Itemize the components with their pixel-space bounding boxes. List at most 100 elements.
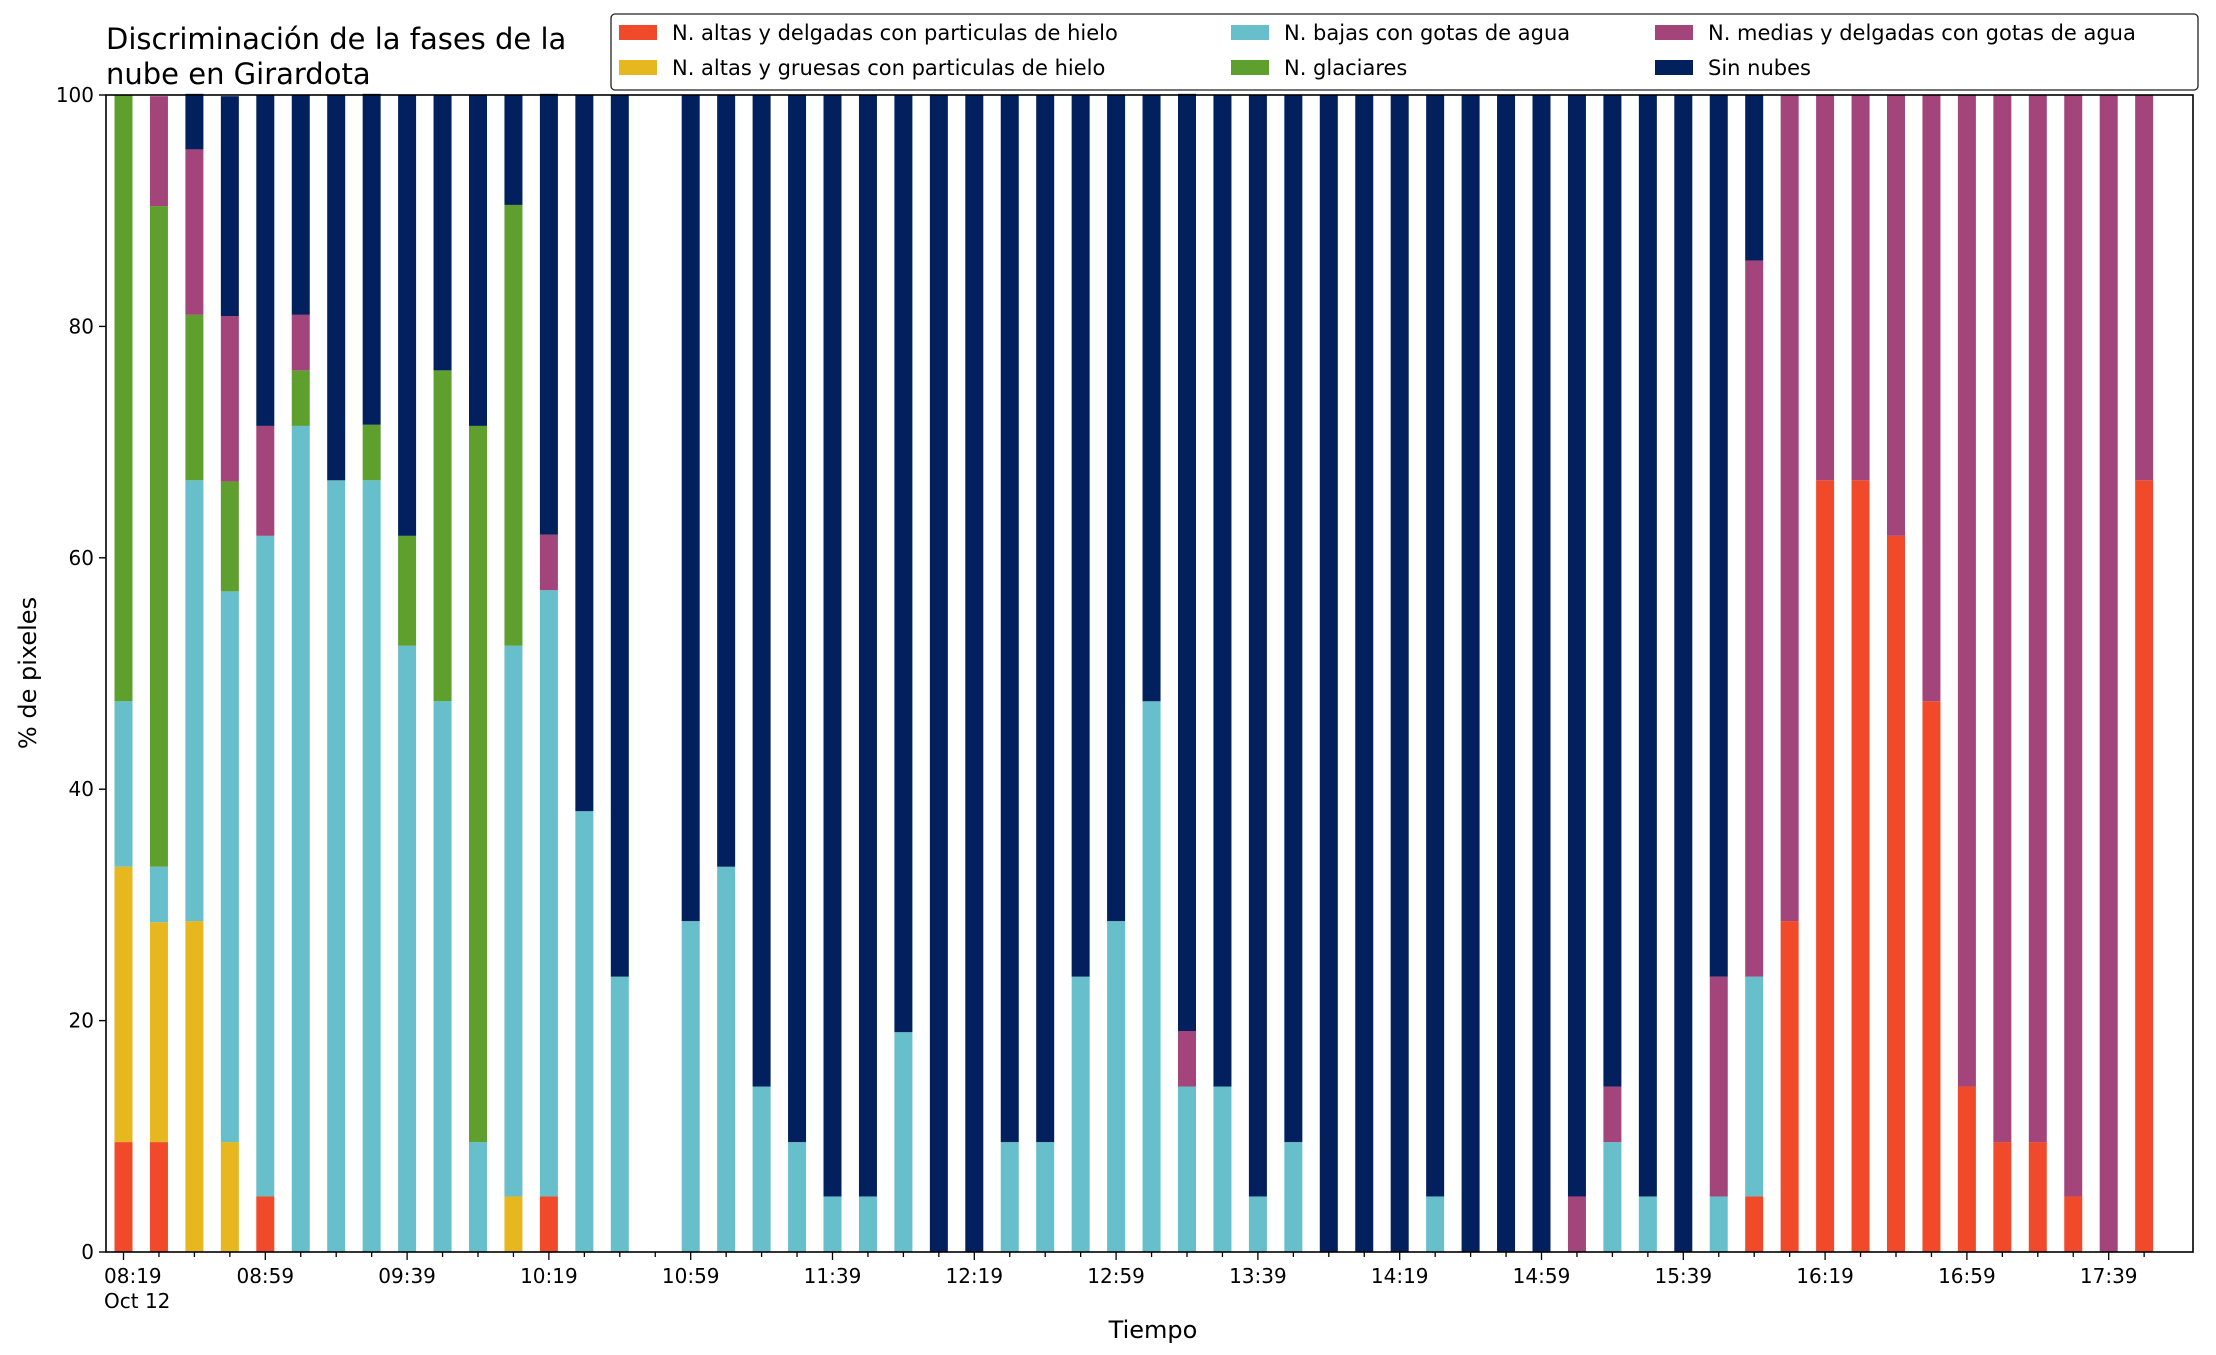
bar-segment-sin-nubes [929, 95, 948, 1252]
bar-segment-sin-nubes [1638, 95, 1657, 1197]
bar-stack-1719 [2028, 95, 2047, 1252]
bar-segment-bajas [504, 645, 523, 1197]
legend-label: N. altas y delgadas con particulas de hi… [672, 21, 1118, 45]
bar-segment-hielo-gruesas [185, 921, 204, 1252]
bar-segment-hielo-delgadas [1887, 535, 1905, 1252]
bar-segment-hielo-gruesas [220, 1142, 239, 1252]
y-tick-label: 20 [69, 1009, 94, 1033]
bar-segment-bajas [362, 480, 381, 1252]
bar-segment-bajas [1107, 921, 1126, 1252]
bar-stack-0859 [256, 95, 275, 1252]
bar-segment-medias [1178, 1031, 1196, 1087]
bar-segment-sin-nubes [1532, 95, 1551, 1252]
bar-segment-bajas [717, 866, 736, 1252]
x-axis-title: Tiempo [1108, 1316, 1198, 1344]
bar-stack-1529 [1638, 95, 1657, 1252]
bar-stack-0959 [469, 95, 487, 1252]
bar-stack-1519 [1603, 95, 1622, 1252]
bar-segment-glaciares [504, 204, 523, 646]
x-tick-sublabel: Oct 12 [104, 1289, 170, 1313]
bar-segment-bajas [256, 535, 275, 1197]
bar-segment-sin-nubes [1284, 95, 1303, 1143]
bar-segment-medias [1567, 1196, 1586, 1252]
bar-segment-sin-nubes [1603, 95, 1622, 1087]
bar-segment-hielo-delgadas [539, 1196, 558, 1252]
bar-stack-0919 [327, 95, 346, 1252]
x-tick-label: 09:39 [378, 1264, 436, 1288]
bar-segment-medias [220, 315, 239, 482]
bar-stack-1039 [610, 95, 629, 1252]
bar-segment-sin-nubes [823, 95, 842, 1197]
bar-stack-1649 [1922, 95, 1941, 1252]
bar-stack-1339 [1248, 95, 1267, 1252]
bar-stack-1119 [752, 95, 771, 1252]
bar-segment-hielo-gruesas [114, 866, 133, 1143]
plot-frame [105, 94, 2194, 1253]
bar-stack-1729 [2064, 95, 2083, 1252]
bar-stack-0949 [433, 95, 452, 1252]
x-tick-label: 14:19 [1371, 1264, 1429, 1288]
bar-segment-medias [256, 425, 275, 536]
bar-segment-medias [1709, 976, 1728, 1197]
bar-segment-sin-nubes [291, 95, 310, 315]
bar-segment-sin-nubes [788, 95, 807, 1143]
legend-label: N. glaciares [1284, 56, 1407, 80]
bar-segment-glaciares [469, 425, 487, 1143]
bar-stack-1639 [1887, 95, 1905, 1252]
x-tick-label: 12:19 [945, 1264, 1003, 1288]
bar-segment-medias [1887, 95, 1905, 536]
bar-stack-1609 [1780, 95, 1799, 1252]
bar-segment-bajas [1036, 1142, 1055, 1252]
bar-stack-0909 [291, 95, 310, 1252]
x-tick-label: 16:59 [1938, 1264, 1996, 1288]
bar-segment-medias [1603, 1086, 1622, 1143]
bar-stack-1349 [1284, 95, 1303, 1252]
bar-segment-hielo-delgadas [1745, 1196, 1764, 1252]
legend-item-sin-nubes: Sin nubes [1655, 56, 1811, 80]
legend-swatch [619, 25, 657, 40]
legend-label: N. altas y gruesas con particulas de hie… [672, 56, 1105, 80]
bar-segment-sin-nubes [717, 95, 736, 867]
bar-segment-medias [1851, 95, 1870, 481]
bar-segment-bajas [894, 1032, 913, 1252]
bar-segment-sin-nubes [1071, 95, 1090, 977]
bar-segment-bajas [1071, 976, 1090, 1252]
bar-segment-medias [2135, 95, 2154, 481]
bar-segment-glaciares [291, 370, 310, 426]
bar-stack-1439 [1461, 95, 1480, 1252]
legend-box [610, 13, 2199, 91]
bar-segment-hielo-delgadas [1922, 701, 1941, 1252]
x-tick-label: 14:59 [1513, 1264, 1571, 1288]
bar-stack-1319 [1178, 93, 1196, 1252]
bar-stack-1659 [1957, 95, 1976, 1252]
bar-segment-sin-nubes [433, 95, 452, 371]
bar-stack-0839 [185, 93, 204, 1252]
bar-segment-sin-nubes [858, 95, 877, 1197]
bar-segment-bajas [114, 701, 133, 867]
bar-stack-1739 [2099, 95, 2118, 1252]
bar-segment-bajas [1248, 1196, 1267, 1252]
bar-segment-sin-nubes [575, 95, 594, 812]
bar-segment-bajas [185, 480, 204, 922]
bar-segment-bajas [1284, 1142, 1303, 1252]
bar-segment-bajas [291, 425, 310, 1252]
bar-stack-1219 [965, 95, 984, 1252]
bar-segment-sin-nubes [681, 95, 700, 922]
bar-segment-sin-nubes [1709, 95, 1728, 977]
y-axis-title: % de pixeles [14, 597, 42, 749]
bar-segment-bajas [149, 866, 168, 923]
bar-segment-medias [1745, 260, 1764, 977]
bar-stack-1419 [1390, 95, 1409, 1252]
bar-segment-sin-nubes [504, 95, 523, 205]
bar-segment-medias [2099, 95, 2118, 1252]
bar-segment-sin-nubes [1036, 95, 1055, 1143]
bar-stack-1329 [1213, 95, 1232, 1252]
legend-swatch [1655, 60, 1693, 75]
y-tick-label: 100 [56, 83, 94, 107]
bar-stack-1509 [1567, 95, 1586, 1252]
bar-segment-medias [1816, 95, 1835, 481]
bar-segment-bajas [575, 811, 594, 1252]
bar-stack-1309 [1142, 95, 1161, 1252]
bar-segment-bajas [610, 976, 629, 1252]
bar-stack-1209 [929, 95, 948, 1252]
